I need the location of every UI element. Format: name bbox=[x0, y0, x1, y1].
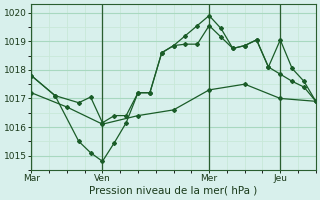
X-axis label: Pression niveau de la mer( hPa ): Pression niveau de la mer( hPa ) bbox=[90, 186, 258, 196]
